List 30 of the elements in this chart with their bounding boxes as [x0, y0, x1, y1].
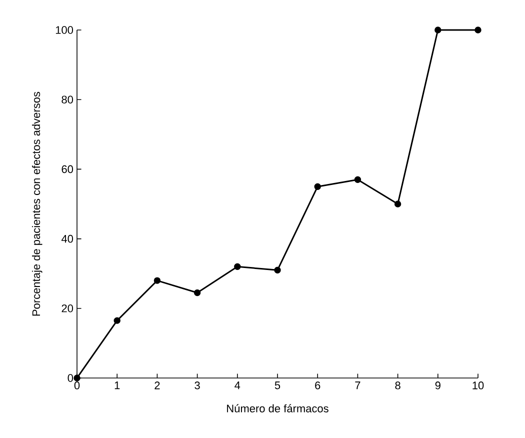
point — [154, 277, 161, 284]
point — [394, 200, 402, 208]
y-tick-label: 80 — [62, 96, 74, 104]
point — [114, 317, 120, 324]
x-tick-label: 6 — [315, 382, 320, 390]
x-tick-label: 8 — [395, 382, 400, 390]
x-tick-label: 10 — [472, 382, 484, 390]
x-tick-label: 1 — [114, 382, 120, 390]
point — [74, 374, 80, 382]
x-tick-label: 9 — [435, 382, 440, 390]
x-tick-label: 4 — [234, 382, 240, 390]
x-tick-label: 3 — [194, 382, 200, 390]
point — [434, 26, 442, 34]
x-tick-label: 0 — [74, 382, 80, 390]
point — [314, 183, 321, 190]
y-tick-label: 60 — [62, 165, 74, 174]
point — [234, 263, 241, 270]
point — [474, 26, 482, 34]
y-tick-label: 20 — [62, 304, 74, 312]
x-tick-label: 5 — [274, 382, 280, 390]
point — [354, 176, 362, 183]
y-axis-title: Porcentaje de pacientes con efectos adversos — [32, 92, 42, 316]
point — [274, 266, 281, 274]
y-tick-label: 0 — [68, 374, 74, 382]
point — [194, 289, 201, 296]
x-axis-title: Número de fármacos — [227, 404, 328, 412]
y-tick-label: 40 — [61, 234, 74, 243]
x-tick-label: 2 — [154, 382, 160, 390]
x-tick-label: 7 — [355, 382, 360, 390]
y-tick-label: 100 — [56, 26, 74, 34]
